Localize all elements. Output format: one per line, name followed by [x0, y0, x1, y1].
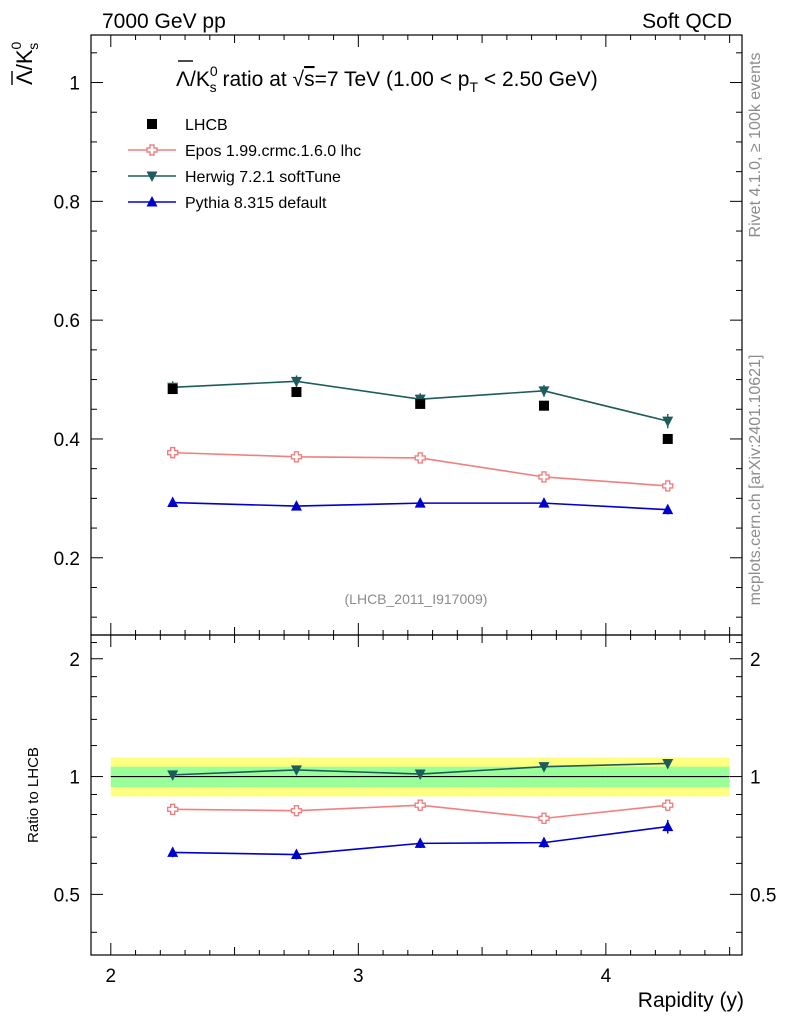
main-series-layer [166, 375, 674, 515]
herwig-point [538, 386, 550, 397]
herwig-point [662, 416, 674, 428]
pythia-point [290, 500, 302, 511]
y-tick-label: 1 [69, 74, 80, 95]
pythia-ratio-point [662, 820, 674, 832]
x-tick-label: 4 [601, 966, 612, 987]
ratio-tick-label-right: 0.5 [750, 885, 776, 906]
legend-label-pythia: Pythia 8.315 default [185, 195, 327, 212]
epos-point [414, 452, 426, 464]
herwig-ratio-point [414, 769, 426, 781]
epos-ratio-point [538, 812, 550, 825]
ratio-series-layer [166, 758, 674, 860]
lhcb-data-point [662, 433, 673, 444]
herwig-ratio-point [167, 770, 179, 781]
y-label-k: /K [12, 49, 37, 70]
pythia-ratio-point [538, 836, 550, 848]
analysis-watermark: (LHCB_2011_I917009) [345, 591, 488, 607]
axis-ticks: 2 3 4 0.2 0.4 0.6 0.8 1 0.5 0.5 1 1 2 2 [54, 35, 776, 987]
epos-point [662, 480, 674, 492]
epos-ratio-point [290, 805, 303, 817]
chart-title: Λ/K0 s ratio at √s=7 TeV (1.00 < pT < 2.5… [176, 60, 598, 95]
pythia-ratio-point [414, 837, 426, 848]
legend-marker-lhcb [147, 119, 157, 129]
herwig-ratio-point [662, 758, 674, 770]
legend-label-herwig: Herwig 7.2.1 softTune [185, 169, 341, 186]
ratio-tick-label-left: 0.5 [54, 885, 80, 906]
title-pt-sub: T [469, 79, 478, 95]
y-tick-label: 0.8 [54, 192, 80, 213]
title-sqrt: √ [293, 68, 305, 91]
header-energy: 7000 GeV pp [102, 10, 226, 33]
pythia-ratio-point [167, 846, 179, 857]
legend-label-epos: Epos 1.99.crmc.1.6.0 lhc [185, 143, 361, 160]
ratio-tick-label-right: 2 [750, 650, 761, 671]
pythia-point [662, 503, 674, 515]
side-label-mcplots: mcplots.cern.ch [arXiv:2401.10621] [747, 355, 764, 606]
pythia-point [538, 497, 550, 508]
epos-ratio-point [166, 803, 179, 815]
herwig-ratio-point [538, 762, 550, 773]
epos-ratio-point [414, 799, 426, 811]
y-tick-label: 0.4 [54, 430, 81, 451]
pythia-point [414, 497, 426, 508]
y-label-sup: 0 [8, 42, 24, 50]
ratio-plot-frame [90, 634, 743, 956]
title-k-sub: s [210, 79, 217, 95]
title-range-end: < 2.50 GeV) [478, 68, 598, 91]
y-tick-label: 0.2 [54, 549, 80, 570]
herwig-ratio-point [290, 765, 302, 776]
legend-marker-herwig [146, 171, 158, 182]
ratio-y-axis-label: Ratio to LHCB [25, 747, 42, 843]
legend-marker-pythia [146, 196, 158, 207]
pythia-point [167, 496, 179, 508]
y-label-sub: s [25, 43, 41, 50]
header-category: Soft QCD [642, 10, 732, 33]
x-tick-label: 2 [106, 966, 117, 987]
y-label-lambda: Λ [12, 70, 37, 85]
x-axis-label: Rapidity (y) [638, 989, 744, 1012]
legend-label-lhcb: LHCB [185, 117, 228, 134]
ratio-tick-label-left: 1 [69, 768, 80, 789]
epos-point [290, 451, 303, 463]
svg-text:Λ/K0s ratio at √s=7 TeV (1.00: Λ/K0 s ratio at √s=7 TeV (1.00 < pT < 2.5… [176, 63, 598, 95]
ratio-tick-label-left: 2 [69, 650, 80, 671]
title-lambda: Λ [176, 68, 190, 91]
title-energy: =7 TeV (1.00 < p [315, 68, 470, 91]
lhcb-data-point [415, 398, 426, 409]
herwig-point [290, 376, 302, 388]
epos-point [538, 471, 550, 483]
ratio-tick-label-right: 1 [750, 768, 761, 789]
legend: LHCB Epos 1.99.crmc.1.6.0 lhc Herwig 7.2.1… [128, 117, 361, 212]
lhcb-data-point [167, 384, 178, 395]
title-ratio: ratio at [217, 68, 293, 91]
title-prefix: /K [190, 68, 210, 91]
x-tick-label: 3 [353, 966, 364, 987]
y-axis-label: Λ/K0s [8, 42, 41, 86]
epos-ratio-point [662, 799, 674, 811]
legend-marker-epos [146, 144, 158, 156]
epos-point [166, 446, 179, 459]
title-k-sup: 0 [210, 63, 218, 79]
lhcb-data-point [291, 387, 302, 398]
lhcb-data-point [538, 400, 549, 411]
y-tick-label: 0.6 [54, 311, 80, 332]
title-s: s [304, 68, 315, 91]
pythia-ratio-point [290, 848, 302, 860]
side-label-rivet: Rivet 4.1.0, ≥ 100k events [747, 53, 764, 238]
svg-text:Λ/K0s: Λ/K0s [8, 42, 41, 86]
